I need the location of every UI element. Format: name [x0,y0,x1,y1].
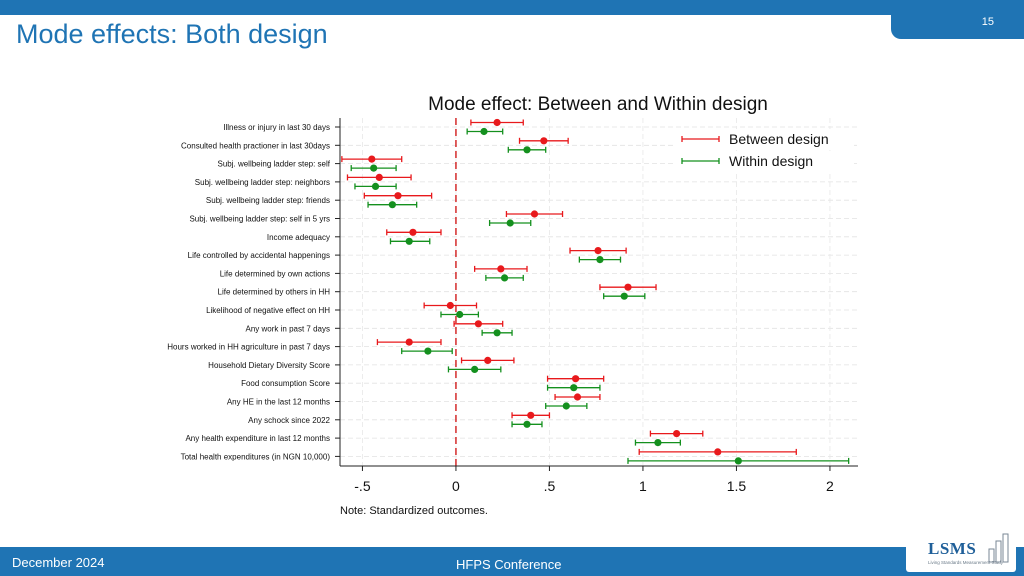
mode-effect-chart: Illness or injury in last 30 days Consult… [167,94,858,517]
y-tick-label: Life controlled by accidental happenings [188,251,330,260]
within-design-point [388,201,396,209]
y-tick-label: Income adequacy [267,233,330,242]
lsms-logo: LSMS Living Standards Measurement Study [906,527,1016,572]
between-design-point [493,118,501,127]
within-design-point [371,182,380,190]
within-design-point [523,420,531,428]
within-design-point [562,402,570,410]
within-design-point [456,310,464,319]
within-design-point [523,146,531,154]
y-tick-label: Subj. wellbeing ladder step: friends [206,196,330,205]
slide-title: Mode effects: Both design [16,19,328,49]
legend-label-within-design: Within design [729,153,813,169]
footer-bar: December 2024 HFPS Conference [0,547,1024,576]
between-design-point [484,356,492,364]
footer-event: HFPS Conference [456,557,562,572]
y-tick-label: Subj. wellbeing ladder step: neighbors [195,178,330,187]
grid-lines [340,118,858,466]
within-design-point [506,219,514,227]
within-design-point [471,365,479,373]
y-tick-label: Illness or injury in last 30 days [223,123,330,132]
y-tick-label: Hours worked in HH agriculture in past 7… [167,343,330,352]
within-design-point [570,384,578,392]
y-tick-label: Any schock since 2022 [248,416,330,425]
axes: Illness or injury in last 30 days Consult… [167,118,858,494]
between-design-point [594,247,602,255]
between-design-point [673,430,681,438]
between-design-point [497,265,505,273]
logo-text: LSMS [928,539,977,558]
y-tick-label: Life determined by others in HH [218,288,331,297]
between-design-point [624,283,632,291]
within-design-point [480,127,488,136]
legend-bg [676,129,854,149]
footer-date: December 2024 [12,555,105,570]
between-design-point [368,155,376,163]
x-tick-label: 1 [639,478,647,494]
between-design-point [375,173,383,181]
top-bar [0,0,1024,15]
y-tick-label: Consulted health practioner in last 30da… [181,141,330,150]
page-number: 15 [981,16,994,28]
within-design-point [493,329,501,337]
within-design-point [620,292,628,300]
between-design-point [446,301,454,310]
chart-bars-icon [988,533,1009,563]
between-design-point [530,210,539,218]
x-tick-label: .5 [544,478,556,494]
within-design-point [405,237,413,245]
chart-note: Note: Standardized outcomes. [340,505,488,517]
y-tick-label: Food consumption Score [241,379,330,388]
within-design-point [424,347,432,355]
y-tick-label: Household Dietary Diversity Score [208,361,330,370]
within-design-point [596,256,604,264]
within-design-point [734,457,742,465]
y-tick-label: Total health expenditures (in NGN 10,000… [181,452,331,461]
y-tick-label: Life determined by own actions [220,269,330,278]
within-design-point [500,274,509,282]
between-design-point [573,393,582,401]
y-tick-label: Subj. wellbeing ladder step: self [217,160,330,169]
page-number-tab: 15 [891,0,1024,39]
legend: Between design Within design [676,129,854,171]
between-design-point [714,448,722,456]
chart-marks [341,118,850,465]
between-design-point [572,375,580,383]
x-tick-label: 0 [452,478,460,494]
y-tick-label: Subj. wellbeing ladder step: self in 5 y… [189,215,330,224]
between-design-point [409,228,417,236]
between-design-point [540,137,548,145]
legend-label-between-design: Between design [729,131,829,147]
x-tick-label: -.5 [354,478,371,494]
legend-bg [676,151,854,171]
y-tick-label: Likelihood of negative effect on HH [206,306,330,315]
within-design-point [654,439,662,447]
x-tick-label: 1.5 [727,478,747,494]
logo-subtitle: Living Standards Measurement Study [928,560,1004,565]
between-design-point [527,411,535,419]
within-design-point [370,164,378,172]
y-tick-label: Any HE in the last 12 months [227,398,330,407]
x-tick-label: 2 [826,478,834,494]
chart-title: Mode effect: Between and Within design [428,94,768,115]
between-design-point [474,320,482,328]
y-tick-label: Any health expenditure in last 12 months [185,434,330,443]
between-design-point [405,338,413,346]
between-design-point [394,192,402,200]
y-tick-label: Any work in past 7 days [246,324,330,333]
